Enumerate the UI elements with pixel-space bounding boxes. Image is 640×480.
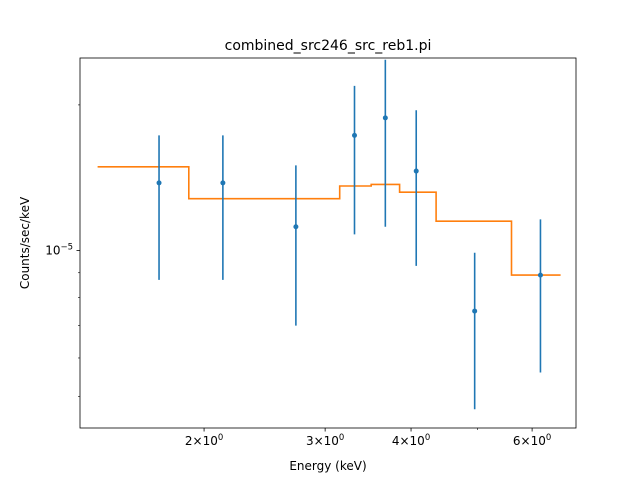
data-point: [156, 180, 162, 186]
data-point: [220, 180, 226, 186]
x-tick-label: 2×100: [185, 433, 223, 448]
data-point: [293, 224, 299, 230]
y-axis: 10−5: [45, 104, 80, 397]
data-point: [472, 308, 478, 314]
data-point: [537, 272, 543, 278]
x-axis: 2×100 3×100 4×100 6×100: [185, 428, 551, 448]
axes-frame: [79, 57, 577, 429]
data-point: [352, 132, 358, 138]
y-axis-label: Counts/sec/keV: [18, 196, 32, 289]
plot-area: [97, 59, 561, 410]
x-tick-label: 4×100: [392, 433, 430, 448]
chart-title: combined_src246_src_reb1.pi: [225, 38, 432, 54]
y-tick-label: 10−5: [45, 243, 73, 258]
x-tick-label: 6×100: [513, 433, 551, 448]
x-tick-label: 3×100: [306, 433, 344, 448]
data-point: [413, 168, 419, 174]
x-axis-label: Energy (keV): [289, 459, 366, 473]
data-point: [382, 115, 388, 121]
